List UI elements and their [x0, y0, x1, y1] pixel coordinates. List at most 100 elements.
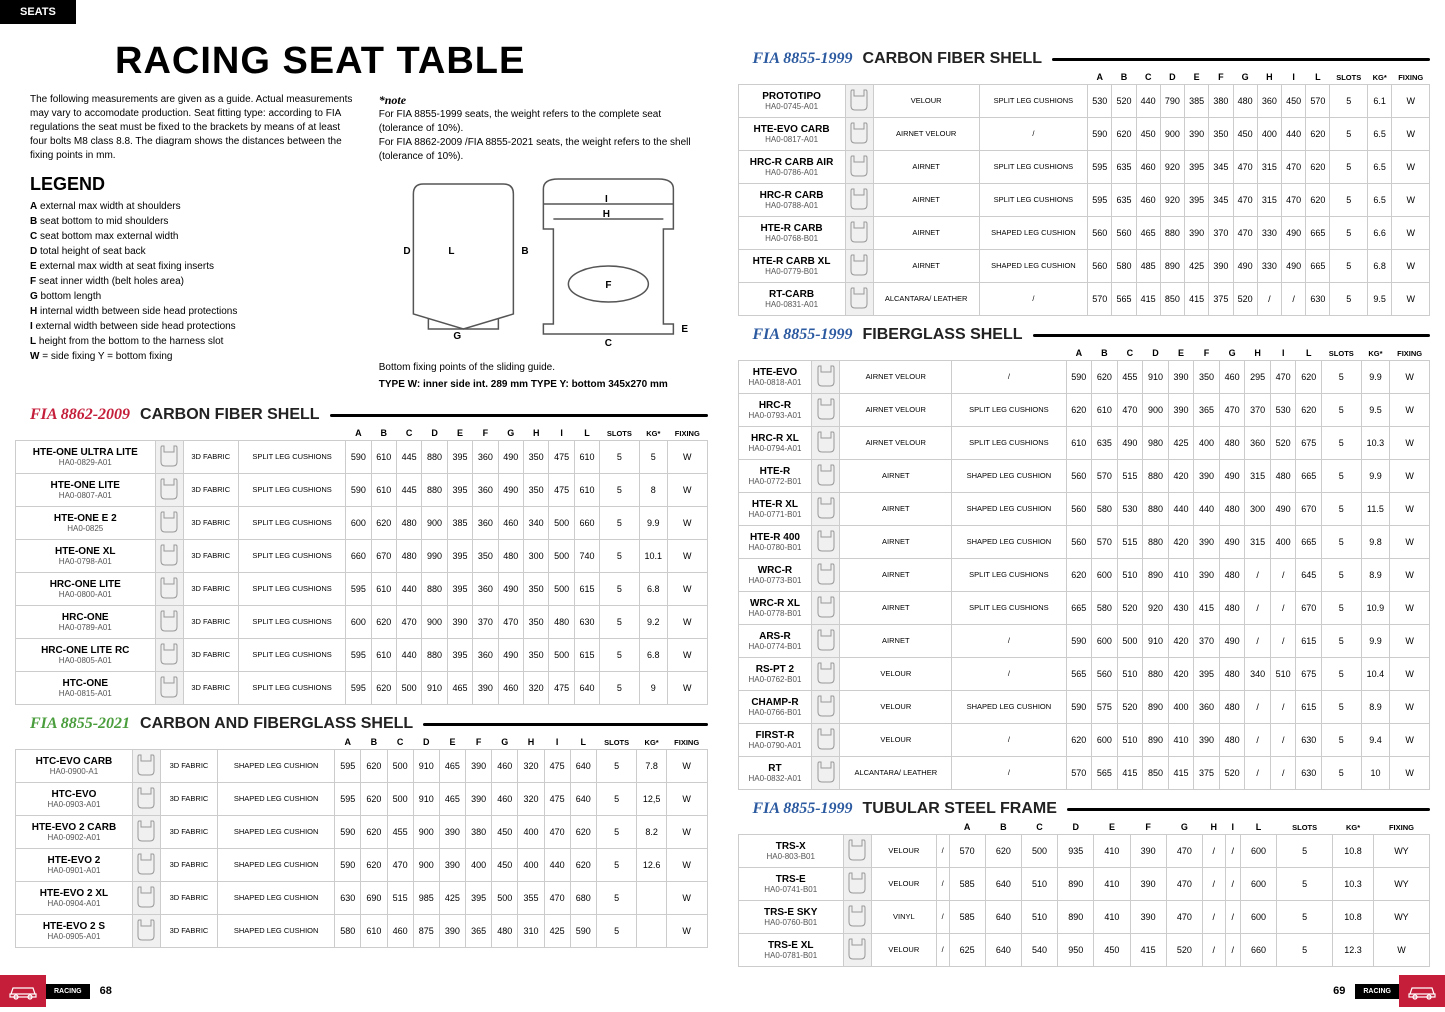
- col-header: SLOTS: [1322, 346, 1362, 361]
- spec-value: 9.8: [1361, 526, 1390, 559]
- spec-value: 395: [447, 573, 472, 606]
- spec-value: 880: [1143, 460, 1169, 493]
- spec-value: 900: [1160, 118, 1184, 151]
- table-row: WRC-RHA0-0773-B01AIRNETSPLIT LEG CUSHION…: [738, 559, 1430, 592]
- spec-value: W: [1390, 691, 1430, 724]
- product-name: PROTOTIPOHA0-0745-A01: [738, 85, 845, 118]
- spec-value: W: [1390, 625, 1430, 658]
- spec-value: 460: [492, 750, 518, 783]
- spec-value: 490: [498, 474, 523, 507]
- spec-value: 10.4: [1361, 658, 1390, 691]
- spec-value: 580: [1092, 592, 1118, 625]
- spec-value: 530: [1270, 394, 1296, 427]
- material-2: /: [936, 835, 949, 868]
- col-header: I: [1270, 346, 1296, 361]
- spec-value: 410: [1094, 901, 1130, 934]
- spec-value: 480: [1219, 493, 1245, 526]
- spec-value: 395: [447, 474, 472, 507]
- spec-value: 610: [371, 474, 396, 507]
- spec-value: 10.8: [1333, 901, 1374, 934]
- spec-value: 520: [1117, 592, 1143, 625]
- spec-table: ABCDEFGHILSLOTSKG*FIXINGHTC-EVO CARBHA0-…: [15, 735, 708, 948]
- spec-value: 5: [596, 915, 637, 948]
- spec-value: 480: [1219, 559, 1245, 592]
- spec-value: 7.8: [637, 750, 666, 783]
- material-2: SHAPED LEG CUSHION: [218, 750, 335, 783]
- spec-value: 565: [1112, 283, 1136, 316]
- spec-value: 360: [1245, 427, 1271, 460]
- material-2: SHAPED LEG CUSHION: [218, 849, 335, 882]
- col-header: E: [447, 426, 472, 441]
- spec-value: 480: [396, 507, 421, 540]
- fia-label: FIA 8855-1999: [753, 50, 853, 68]
- spec-value: 5: [639, 441, 668, 474]
- spec-value: /: [1202, 868, 1225, 901]
- product-name: RTHA0-0832-A01: [738, 757, 812, 790]
- spec-value: 320: [518, 783, 544, 816]
- col-header: H: [1202, 820, 1225, 835]
- spec-value: /: [1270, 625, 1296, 658]
- spec-value: 300: [523, 540, 548, 573]
- col-header: L: [1306, 70, 1330, 85]
- col-header: L: [1240, 820, 1276, 835]
- spec-value: /: [1257, 283, 1281, 316]
- material-2: SHAPED LEG CUSHION: [979, 250, 1087, 283]
- material-2: /: [952, 757, 1066, 790]
- spec-value: W: [1390, 427, 1430, 460]
- spec-value: 595: [1088, 184, 1112, 217]
- spec-value: 470: [1281, 151, 1305, 184]
- material-1: 3D FABRIC: [183, 606, 239, 639]
- spec-value: 5: [1322, 427, 1362, 460]
- spec-value: 560: [1066, 493, 1092, 526]
- material-1: 3D FABRIC: [183, 639, 239, 672]
- spec-value: 5: [1322, 625, 1362, 658]
- spec-value: /: [1245, 691, 1271, 724]
- spec-value: 5: [1330, 217, 1368, 250]
- product-name: HTC-EVOHA0-0903-A01: [16, 783, 133, 816]
- legend-list: A external max width at shouldersB seat …: [30, 199, 359, 364]
- spec-value: 620: [1306, 151, 1330, 184]
- spec-value: 670: [1296, 493, 1322, 526]
- car-icon: [0, 975, 46, 1007]
- spec-value: 985: [413, 882, 439, 915]
- spec-value: 360: [473, 441, 498, 474]
- spec-value: 410: [1168, 724, 1194, 757]
- table-row: HTE-R 400HA0-0780-B01AIRNETSHAPED LEG CU…: [738, 526, 1430, 559]
- spec-value: 590: [1066, 691, 1092, 724]
- product-name: TRS-XHA0-803-B01: [738, 835, 843, 868]
- spec-value: 640: [570, 783, 596, 816]
- seat-icon: [132, 882, 160, 915]
- page-title: RACING SEAT TABLE: [115, 40, 708, 83]
- spec-value: 390: [1209, 250, 1233, 283]
- spec-value: 345: [1209, 184, 1233, 217]
- material-2: SPLIT LEG CUSHIONS: [952, 427, 1066, 460]
- col-header: D: [1058, 820, 1094, 835]
- spec-value: 450: [1094, 934, 1130, 967]
- material-2: SPLIT LEG CUSHIONS: [979, 184, 1087, 217]
- col-header: D: [413, 735, 439, 750]
- spec-value: 390: [1194, 460, 1220, 493]
- spec-value: /: [1270, 592, 1296, 625]
- seat-icon: [812, 724, 840, 757]
- spec-value: 560: [1066, 460, 1092, 493]
- spec-value: 560: [1092, 658, 1118, 691]
- col-header: F: [1130, 820, 1166, 835]
- spec-value: 460: [1136, 184, 1160, 217]
- product-name: HTE-EVO 2 SHA0-0905-A01: [16, 915, 133, 948]
- spec-value: 500: [549, 507, 574, 540]
- section-header: FIA 8855-1999CARBON FIBER SHELL: [753, 50, 1431, 68]
- spec-value: 585: [949, 868, 985, 901]
- spec-value: 790: [1160, 85, 1184, 118]
- material-1: ALCANTARA/ LEATHER: [873, 283, 979, 316]
- shell-label: TUBULAR STEEL FRAME: [863, 800, 1057, 818]
- spec-value: 500: [1117, 625, 1143, 658]
- spec-value: 610: [574, 474, 599, 507]
- col-header: C: [387, 735, 413, 750]
- spec-value: 340: [523, 507, 548, 540]
- spec-value: 645: [1296, 559, 1322, 592]
- table-row: HTC-ONEHA0-0815-A013D FABRICSPLIT LEG CU…: [16, 672, 708, 705]
- spec-value: 9: [639, 672, 668, 705]
- spec-value: 620: [1092, 361, 1118, 394]
- spec-value: 480: [549, 606, 574, 639]
- col-header: C: [1117, 346, 1143, 361]
